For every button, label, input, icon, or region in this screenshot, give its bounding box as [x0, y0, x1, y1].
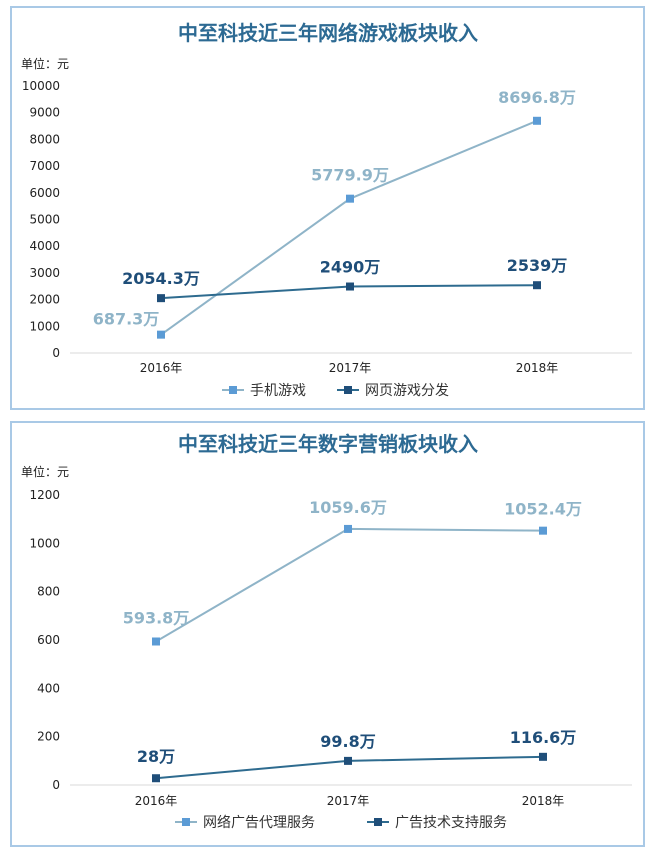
y-tick-label: 200: [37, 730, 60, 744]
data-label: 28万: [137, 747, 175, 766]
data-point-marker: [152, 637, 160, 646]
legend-swatch-marker: [229, 386, 237, 394]
game-revenue-chart-panel: 中至科技近三年网络游戏板块收入单位：元 0 1000 2000 3000 4000 5000…: [10, 6, 645, 410]
data-point-marker: [539, 752, 547, 761]
unit-label: 单位：元: [21, 464, 69, 479]
series-line: [155, 527, 544, 643]
data-point-marker: [346, 194, 354, 203]
y-tick-label: 1000: [29, 536, 60, 550]
data-label: 2054.3万: [122, 269, 200, 288]
y-tick-label: 0: [52, 778, 60, 792]
legend-swatch-marker: [344, 386, 352, 394]
legend-entry: 手机游戏: [250, 383, 306, 399]
y-tick-label: 600: [37, 633, 60, 647]
data-label: 2490万: [320, 258, 381, 277]
x-tick-label: 2016年: [135, 794, 178, 808]
y-tick-label: 6000: [29, 186, 60, 200]
x-tick-label: 2017年: [329, 361, 372, 375]
data-point-marker: [346, 282, 354, 291]
data-point-marker: [157, 294, 165, 303]
data-point-marker: [344, 756, 352, 765]
chart-title: 中至科技近三年网络游戏板块收入: [178, 21, 478, 45]
y-tick-label: 800: [37, 585, 60, 599]
y-tick-label: 3000: [29, 266, 60, 280]
data-point-marker: [539, 526, 547, 535]
unit-label: 单位：元: [21, 56, 69, 71]
data-point-marker: [157, 330, 165, 339]
data-label: 593.8万: [123, 608, 190, 627]
marketing-revenue-chart-panel: 中至科技近三年数字营销板块收入单位：元 0 200 400 600 800 1000 1200…: [10, 421, 645, 847]
data-label: 687.3万: [93, 310, 160, 329]
y-tick-label: 4000: [29, 239, 60, 253]
data-label: 99.8万: [320, 732, 375, 751]
chart-title: 中至科技近三年数字营销板块收入: [178, 432, 478, 456]
y-tick-label: 7000: [29, 159, 60, 173]
data-label: 8696.8万: [498, 88, 576, 107]
y-tick-label: 9000: [29, 106, 60, 120]
x-tick-label: 2018年: [516, 361, 559, 375]
data-label: 116.6万: [510, 728, 577, 747]
data-label: 2539万: [507, 256, 568, 275]
y-tick-label: 1200: [29, 488, 60, 502]
y-tick-label: 2000: [29, 293, 60, 307]
legend-entry: 广告技术支持服务: [395, 815, 507, 831]
legend-entry: 网络广告代理服务: [203, 815, 315, 831]
y-tick-label: 0: [52, 346, 60, 360]
legend-swatch-marker: [374, 818, 382, 826]
y-tick-label: 10000: [22, 79, 60, 93]
data-point-marker: [152, 774, 160, 783]
x-tick-label: 2016年: [140, 361, 183, 375]
data-point-marker: [533, 116, 541, 125]
y-tick-label: 8000: [29, 132, 60, 146]
x-tick-label: 2017年: [327, 794, 370, 808]
y-tick-label: 1000: [29, 319, 60, 333]
data-point-marker: [533, 281, 541, 290]
y-tick-label: 400: [37, 681, 60, 695]
legend-entry: 网页游戏分发: [365, 383, 449, 399]
series-line: [160, 119, 538, 336]
data-label: 1052.4万: [504, 500, 582, 519]
data-label: 1059.6万: [309, 498, 387, 517]
legend-swatch-marker: [182, 818, 190, 826]
data-label: 5779.9万: [311, 166, 389, 185]
x-tick-label: 2018年: [522, 794, 565, 808]
y-tick-label: 5000: [29, 213, 60, 227]
data-point-marker: [344, 524, 352, 533]
